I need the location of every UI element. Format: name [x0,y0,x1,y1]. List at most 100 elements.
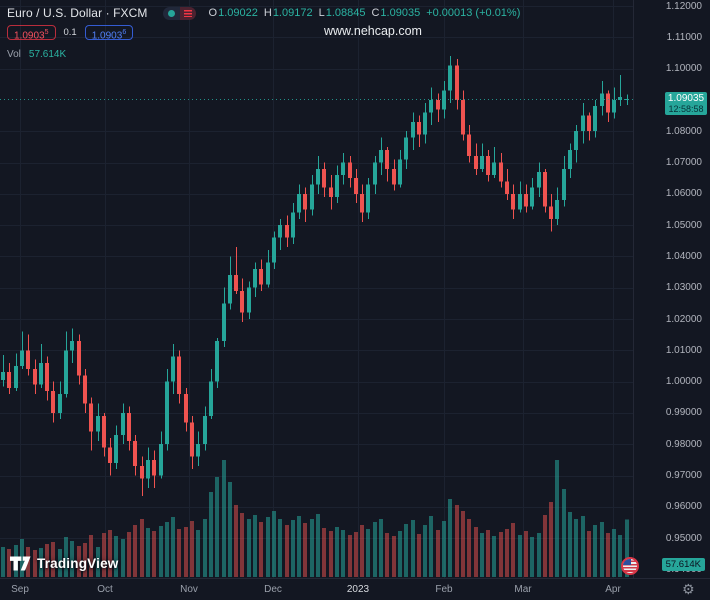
watermark: www.nehcap.com [324,24,422,38]
volume-bar [505,529,509,577]
candle-body [285,225,289,238]
price-axis-label: 1.07000 [665,157,702,168]
time-axis[interactable]: ⚙ Sep Oct Nov Dec 2023 Feb Mar Apr [0,578,710,600]
volume-bar [354,532,358,577]
volume-bar [322,528,326,577]
low-label: L [318,7,325,19]
volume-bar [83,543,87,577]
volume-bar [209,492,213,577]
volume-bar [461,511,465,577]
tradingview-logo-icon [10,556,31,571]
sell-button[interactable]: 1.09035 [7,25,56,41]
time-axis-label: Nov [180,584,198,595]
ask-price: 1.0903 [91,30,123,42]
volume-bar [121,539,125,577]
series-toggle-pill[interactable] [162,6,196,20]
bid-price-fraction: 5 [44,29,49,36]
candle-body [354,178,358,194]
tradingview-logo-text: TradingView [37,556,119,571]
candle-body [114,434,118,463]
volume-bar [64,537,68,577]
buy-button[interactable]: 1.09036 [84,25,134,42]
symbol-title[interactable]: Euro / U.S. Dollar · FXCM [7,6,148,20]
candle-body [404,137,408,160]
time-axis-label: Sep [11,584,29,595]
volume-bar [253,515,257,577]
price-axis[interactable]: 1.09035 12:58:58 0.94000 57.614K 1.12000… [633,0,710,578]
candle-body [45,362,49,391]
volume-bar [228,482,232,577]
volume-bar [114,536,118,577]
volume-bar [51,542,55,577]
candle-body [77,340,81,376]
market-flag-button[interactable] [621,557,639,575]
candle-body [335,175,339,197]
volume-bar [612,529,616,577]
candle-body [234,275,238,291]
time-axis-label: Mar [514,584,532,595]
candle-body [228,275,232,304]
high-value: 1.09172 [272,7,313,19]
volume-bar [524,531,528,577]
candle-body [348,162,352,179]
volume-bar [511,523,515,577]
volume-bar [467,519,471,577]
legend-row-main: Euro / U.S. Dollar · FXCM O 1.09022 H 1.09… [7,6,520,20]
volume-bar [303,523,307,577]
volume-bar [196,530,200,577]
candle-body [341,162,345,176]
candle-body [455,65,459,100]
volume-bar [329,531,333,577]
series-menu-button[interactable] [179,6,196,20]
last-price-label: 1.09035 12:58:58 [665,92,707,115]
volume-bar [455,505,459,577]
volume-bar [392,536,396,577]
candle-body [121,412,125,435]
volume-bar [89,535,93,577]
tradingview-logo[interactable]: TradingView [10,556,118,571]
volume-bar [7,549,11,577]
volume-bar [33,550,37,577]
price-axis-label: 1.06000 [665,188,702,200]
volume-bar [442,521,446,577]
bid-ask-row: 1.09035 0.1 1.09036 [7,25,520,42]
volume-bar [310,519,314,577]
volume-bar [423,525,427,577]
candle-body [612,99,616,113]
candlestick-chart-pane[interactable]: www.nehcap.com TradingView [0,0,639,578]
volume-axis-label: 57.614K [661,558,705,571]
volume-bar [77,546,81,577]
volume-bar [429,516,433,577]
volume-bar [581,516,585,577]
volume-bar [152,531,156,577]
volume-bar [492,536,496,577]
last-price-value: 1.09035 [667,93,705,104]
candle-body [7,372,11,388]
candle-body [209,381,213,417]
candle-body [278,225,282,238]
visibility-toggle[interactable] [162,6,180,20]
settings-gear-icon[interactable]: ⚙ [682,582,695,598]
chart-canvas[interactable] [0,0,633,578]
candle-body [39,362,43,385]
volume-bar [480,533,484,577]
candle-body [518,193,522,210]
candle-body [329,187,333,197]
candle-body [417,121,421,135]
volume-bar [39,548,43,577]
candle-body [600,93,604,107]
price-axis-label: 1.04000 [665,250,702,262]
candle-body [606,93,610,113]
visibility-dot-icon [167,9,175,17]
price-axis-label: 0.99000 [665,407,702,419]
volume-bar [474,527,478,577]
volume-bar [587,531,591,577]
volume-bar [285,525,289,577]
volume-bar [411,520,415,577]
candle-body [411,121,415,138]
volume-bar [530,537,534,577]
candle-body [379,149,383,163]
candle-body [480,156,484,169]
candle-body [448,65,452,91]
